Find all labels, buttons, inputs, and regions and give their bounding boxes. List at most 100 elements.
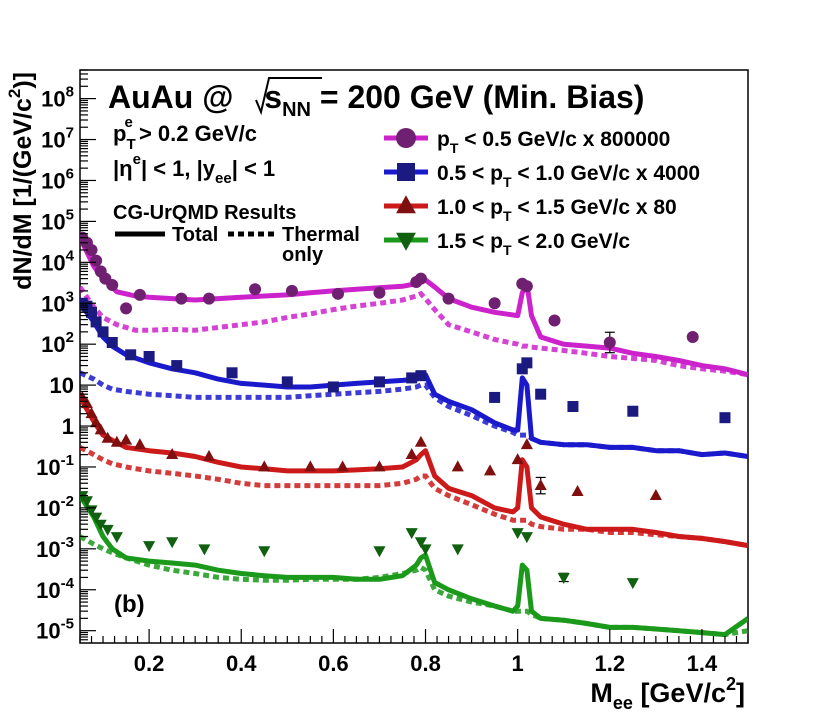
data-point-series-3 [120, 433, 133, 445]
legend-p: p [490, 162, 503, 185]
legend-label-series-3: 1.0 < pT < 1.5 GeV/c x 80 [437, 196, 677, 224]
y-tick-exponent: 7 [66, 125, 74, 142]
y-tick-base: 10 [41, 168, 65, 193]
legend-label-series-4: 1.5 < pT < 2.0 GeV/c [437, 230, 630, 258]
x-tick-label: 1.2 [594, 651, 625, 676]
data-point-series-4 [520, 532, 533, 544]
x-tick-label: 1.4 [687, 651, 718, 676]
y-tick-label: 102 [41, 329, 74, 357]
data-point-series-1 [603, 336, 616, 349]
data-point-series-1 [548, 314, 561, 327]
y-tick-label: 107 [41, 125, 74, 153]
cut-eta-c: | < 1 [232, 156, 275, 181]
cut-eta-sub: ee [215, 170, 232, 187]
data-point-series-3 [483, 464, 497, 476]
data-point-series-2 [281, 376, 293, 388]
y-tick-label: 10-2 [36, 493, 74, 521]
data-point-series-2 [86, 306, 98, 318]
data-point-series-2 [97, 326, 109, 338]
data-point-series-3 [110, 435, 123, 447]
data-point-series-3 [304, 460, 317, 472]
data-point-series-4 [101, 524, 114, 536]
total-line-series-3 [80, 396, 748, 549]
y-tick-base: 10 [41, 209, 65, 234]
x-tick-label: 1 [512, 651, 524, 676]
data-point-series-2 [567, 401, 579, 413]
data-point-series-4 [166, 537, 179, 549]
y-tick-base: 10 [36, 619, 60, 644]
y-tick-label: 10-5 [36, 616, 74, 644]
data-point-series-2 [516, 363, 528, 375]
legend-marker-series-4 [396, 232, 416, 251]
data-point-series-2 [327, 381, 339, 393]
data-point-series-4 [419, 544, 432, 556]
data-point-series-4 [626, 578, 639, 590]
y-tick-exponent: 3 [66, 288, 74, 305]
legend-post: < 0.5 GeV/c x 800000 [458, 128, 670, 151]
legend-p: p [490, 230, 503, 253]
model-label: CG-UrQMD Results [113, 202, 296, 224]
y-tick-base: 10 [41, 291, 65, 316]
data-point-series-4 [90, 512, 103, 524]
data-point-series-2 [627, 405, 639, 417]
legend-p: p [490, 196, 503, 219]
total-legend-label: Total [172, 224, 218, 246]
sqrt-sign [255, 77, 322, 116]
data-point-series-3 [90, 416, 103, 428]
cut-eta-annotation: |ηe| < 1, |yee| < 1 [113, 151, 275, 187]
y-tick-label: 10-3 [36, 534, 74, 562]
cut-pt-annotation: pTe > 0.2 GeV/c [113, 114, 257, 153]
data-point-series-4 [451, 544, 464, 556]
y-tick-exponent: 5 [66, 206, 74, 223]
data-point-series-1 [175, 292, 188, 305]
data-point-series-1 [285, 284, 298, 297]
data-point-series-2 [535, 388, 547, 400]
y-tick-exponent: -3 [61, 534, 74, 551]
data-point-series-1 [373, 286, 386, 299]
legend-pre: 0.5 < [437, 162, 490, 185]
data-point-series-1 [120, 302, 133, 315]
data-point-series-3 [336, 460, 349, 472]
cut-pt-sup: e [125, 114, 133, 131]
cut-eta-b: | < 1, |y [141, 156, 216, 181]
data-point-series-3 [133, 438, 146, 450]
data-point-series-2 [143, 351, 155, 362]
y-tick-label: 104 [41, 247, 74, 275]
title-s: s [264, 79, 282, 115]
y-tick-base: 10 [36, 496, 60, 521]
axis-layer: 0.2 0.4 0.6 0.8 1 1.2 1.410-510-410-310-210-11… [36, 69, 749, 676]
data-point-series-1 [85, 244, 98, 257]
data-point-series-4 [110, 532, 123, 544]
y-tick-label: 10 [50, 373, 74, 398]
data-point-series-3 [85, 407, 98, 419]
chart-title: AuAu @ sNN = 200 GeV (Min. Bias) [108, 79, 644, 121]
legend-marker-series-1 [396, 128, 416, 148]
data-point-series-2 [90, 316, 102, 328]
legend-sub: T [450, 140, 459, 156]
title-sub: NN [282, 99, 311, 121]
legend-post: < 2.0 GeV/c [512, 230, 631, 253]
data-point-series-3 [520, 438, 533, 450]
y-tick-base: 10 [41, 250, 65, 275]
y-tick-text: 10 [50, 373, 74, 398]
data-point-series-4 [80, 496, 93, 508]
y-tick-exponent: 4 [66, 247, 75, 264]
y-tick-base: 10 [36, 537, 60, 562]
data-point-series-3 [571, 485, 584, 497]
data-point-series-2 [171, 360, 183, 372]
data-point-series-2 [125, 349, 137, 361]
x-title-close: ] [736, 678, 745, 708]
x-title-m: M [590, 678, 613, 708]
data-point-series-4 [414, 537, 427, 549]
data-point-series-3 [258, 460, 271, 472]
y-tick-exponent: -4 [61, 575, 75, 592]
data-point-series-2 [415, 370, 427, 382]
data-point-series-3 [202, 449, 216, 461]
title-lead: AuAu @ [108, 79, 242, 115]
thermal-legend-label: Thermal [282, 224, 360, 246]
y-tick-label: 10-4 [36, 575, 74, 603]
y-tick-label: 103 [41, 288, 74, 316]
data-point-series-1 [414, 272, 427, 285]
y-tick-base: 10 [41, 128, 65, 153]
